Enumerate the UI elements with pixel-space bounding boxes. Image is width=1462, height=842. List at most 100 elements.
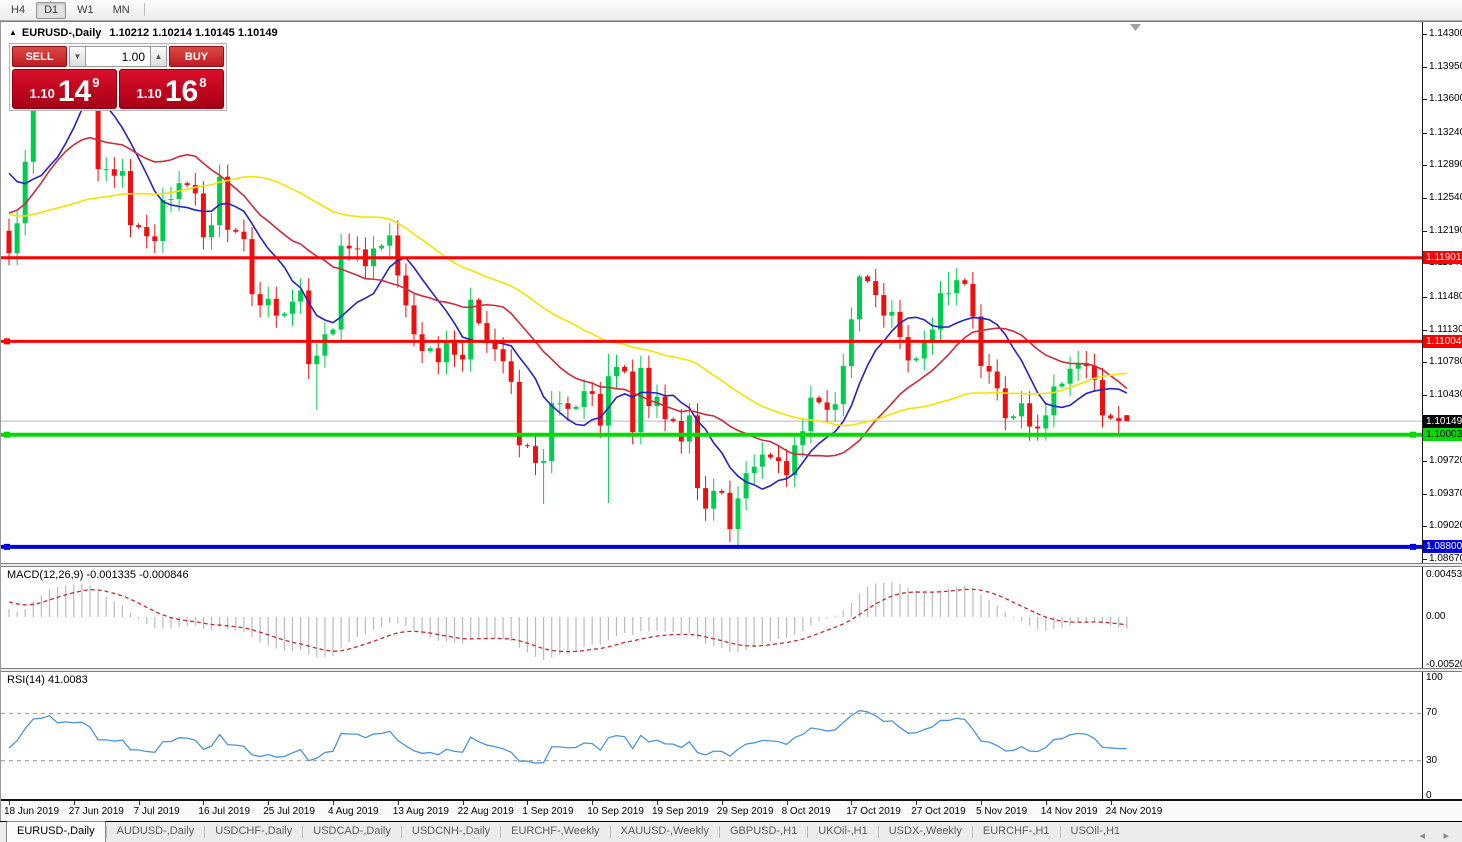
date-tick-mark xyxy=(527,801,529,805)
candle-body xyxy=(929,329,935,343)
rsi-line xyxy=(8,709,1127,764)
tab-separator xyxy=(609,826,611,838)
candle-body xyxy=(605,376,611,426)
timeframe-button-d1[interactable]: D1 xyxy=(36,2,67,19)
timeframe-button-h4[interactable]: H4 xyxy=(11,4,26,16)
price-tick-mark xyxy=(1422,493,1427,495)
rsi-axis-label: 30 xyxy=(1426,754,1438,766)
price-badge-1.10003: 1.10003 xyxy=(1423,428,1462,442)
chart-tab-usdcnh-daily[interactable]: USDCNH-,Daily xyxy=(411,825,491,837)
date-label: 27 Oct 2019 xyxy=(911,806,966,817)
pane-splitter-macd[interactable] xyxy=(1,563,1462,567)
candle-body xyxy=(119,171,125,176)
date-label: 22 Aug 2019 xyxy=(457,806,514,817)
pane-splitter-rsi[interactable] xyxy=(1,668,1462,672)
chart-tab-eurchf-weekly[interactable]: EURCHF-,Weekly xyxy=(511,825,600,837)
price-tick-mark xyxy=(1422,362,1427,364)
candle-body xyxy=(614,366,619,377)
candle-body xyxy=(662,396,668,420)
candle-body xyxy=(1116,418,1122,421)
chart-tab-usdcad-daily[interactable]: USDCAD-,Daily xyxy=(313,825,391,837)
volume-decrease-button[interactable]: ▼ xyxy=(69,46,86,67)
collapse-triangle-icon[interactable]: ▲ xyxy=(9,28,17,37)
sell-button[interactable]: SELL xyxy=(12,46,67,67)
price-tick-label: 1.11130 xyxy=(1429,323,1462,335)
candle-body xyxy=(257,294,263,306)
volume-increase-button[interactable]: ▲ xyxy=(150,46,167,67)
candle-body xyxy=(638,367,644,433)
date-tick-mark xyxy=(1110,801,1112,805)
candle-body xyxy=(314,355,320,365)
sell-price-tile[interactable]: 1.10 14 9 xyxy=(12,69,117,109)
chart-tab-gbpusd-h1[interactable]: GBPUSD-,H1 xyxy=(729,825,798,837)
volume-input[interactable] xyxy=(86,46,150,67)
candle-body xyxy=(95,106,101,170)
candle-body xyxy=(873,281,879,296)
date-tick-mark xyxy=(657,801,658,805)
timeframe-button-mn[interactable]: MN xyxy=(112,4,130,16)
buy-button[interactable]: BUY xyxy=(169,46,224,67)
tab-scroll-left-icon[interactable]: ◂ xyxy=(1412,829,1432,842)
candle-body xyxy=(865,276,871,282)
candle-body xyxy=(573,407,579,409)
rsi-pane-canvas[interactable] xyxy=(1,672,1422,799)
chart-tab-usdchf-daily[interactable]: USDCHF-,Daily xyxy=(215,825,293,837)
price-tick-mark xyxy=(1422,427,1427,429)
date-label: 8 Oct 2019 xyxy=(781,806,831,817)
buy-price-tile[interactable]: 1.10 16 8 xyxy=(119,69,224,109)
line-handle-left[interactable] xyxy=(4,431,10,438)
candle-body xyxy=(759,454,765,467)
chart-shift-marker-icon[interactable] xyxy=(1130,24,1141,31)
candle-body xyxy=(1002,388,1008,419)
chart-tab-ukoil-h1[interactable]: UKOil-,H1 xyxy=(818,825,868,837)
candle-body xyxy=(1100,379,1105,416)
timeframe-button-w1[interactable]: W1 xyxy=(77,4,94,16)
candle-body xyxy=(30,90,36,162)
candle-body xyxy=(338,245,344,330)
line-handle-right[interactable] xyxy=(1410,543,1416,550)
chart-tab-xauusd-weekly[interactable]: XAUUSD-,Weekly xyxy=(620,825,709,837)
candle-body xyxy=(411,305,417,335)
candle-body xyxy=(1051,386,1057,416)
candle-body xyxy=(1091,365,1097,380)
candle-body xyxy=(468,299,474,360)
candle-body xyxy=(541,461,547,463)
rsi-axis-label: 70 xyxy=(1426,707,1438,719)
price-tick-mark xyxy=(1422,329,1427,331)
date-label: 13 Aug 2019 xyxy=(392,806,449,817)
line-handle-right[interactable] xyxy=(1410,431,1416,438)
candle-body xyxy=(751,466,757,474)
candle-body xyxy=(111,169,117,176)
candle-body xyxy=(322,334,328,356)
chart-tab-audusd-daily[interactable]: AUDUSD-,Daily xyxy=(116,825,195,837)
candle-body xyxy=(249,239,255,295)
price-tick-label: 1.13240 xyxy=(1429,126,1462,138)
date-label: 14 Nov 2019 xyxy=(1040,806,1098,817)
timeframe-toolbar: H4 D1 W1 MN xyxy=(0,0,1462,21)
macd-pane-canvas[interactable] xyxy=(1,567,1422,668)
macd-histogram xyxy=(8,581,1128,661)
candle-body xyxy=(857,276,862,320)
price-tick-mark xyxy=(1422,394,1427,396)
price-tick-mark xyxy=(1422,132,1427,134)
tab-separator xyxy=(877,826,879,838)
candle-body xyxy=(1027,403,1033,427)
chart-tab-eurchf-h1[interactable]: EURCHF-,H1 xyxy=(982,825,1050,837)
candle-body xyxy=(711,490,717,509)
line-handle-left[interactable] xyxy=(4,543,10,550)
candle-body xyxy=(14,223,20,254)
price-tick-label: 1.08670 xyxy=(1429,552,1462,564)
tab-scroll-right-icon[interactable]: ▸ xyxy=(1436,829,1456,842)
sell-price-sup: 9 xyxy=(92,75,100,90)
chart-tab-eurusd-daily[interactable]: EURUSD-,Daily xyxy=(6,821,106,842)
date-tick-mark xyxy=(462,801,464,805)
buy-price-prefix: 1.10 xyxy=(136,86,162,101)
candle-body xyxy=(1059,383,1065,387)
date-label: 19 Sep 2019 xyxy=(652,806,709,817)
price-badge-1.10149: 1.10149 xyxy=(1423,414,1462,428)
line-handle-left[interactable] xyxy=(4,338,10,345)
chart-tab-usoil-h1[interactable]: USOil-,H1 xyxy=(1070,825,1121,837)
date-label: 27 Jun 2019 xyxy=(68,806,124,817)
main-chart-canvas[interactable] xyxy=(1,22,1422,563)
chart-tab-usdx-weekly[interactable]: USDX-,Weekly xyxy=(888,825,962,837)
